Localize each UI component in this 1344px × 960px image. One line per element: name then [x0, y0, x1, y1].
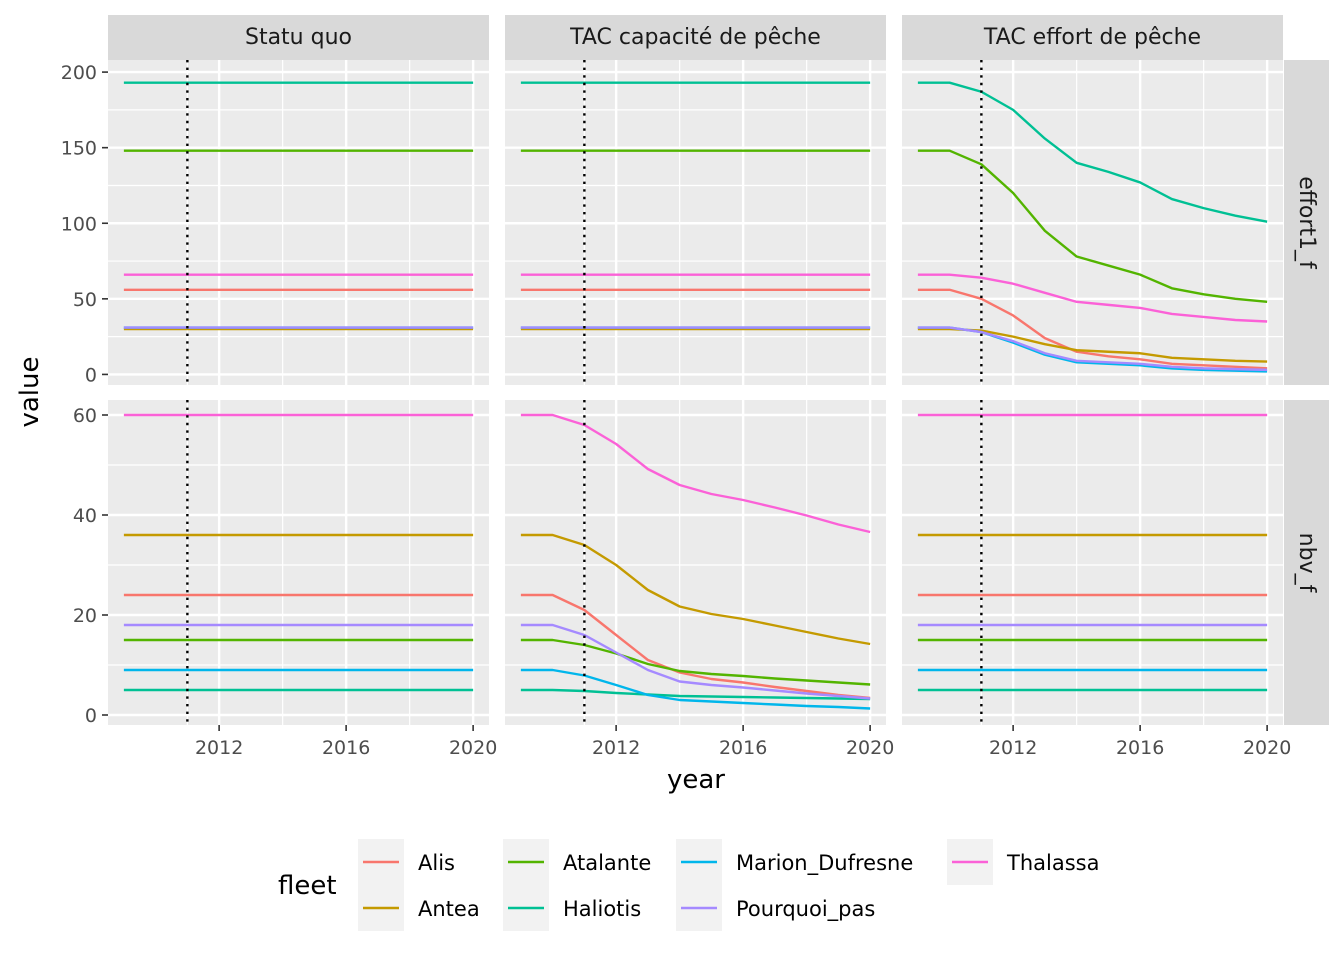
- y-axis-title: value: [15, 356, 45, 427]
- y-tick-label: 150: [61, 138, 97, 160]
- legend: fleet Alis Antea Atalante Haliotis Marion_Du…: [278, 839, 1099, 931]
- column-strip-label: Statu quo: [245, 25, 352, 50]
- series-line-thalassa: [520, 413, 871, 534]
- legend-title: fleet: [278, 871, 337, 901]
- column-strip-tac-capacit-de-p-che: [505, 15, 886, 60]
- legend-label: Antea: [418, 897, 480, 921]
- legend-label: Pourquoi_pas: [736, 897, 875, 922]
- legend-label: Atalante: [563, 851, 651, 875]
- x-tick-label: 2012: [989, 737, 1037, 759]
- y-tick-label: 100: [61, 213, 97, 235]
- series-line-haliotis: [520, 688, 871, 701]
- y-tick-label: 0: [85, 364, 97, 386]
- row-strip-label: nbv_f: [1294, 533, 1319, 594]
- panel-tac-effort-de-p-che-effort1-f: [902, 60, 1283, 385]
- row-strip-nbv-f: [1284, 400, 1329, 725]
- series-line-alis: [917, 288, 1268, 370]
- panels-group: [108, 60, 1283, 725]
- legend-label: Alis: [418, 851, 455, 875]
- legend-label: Thalassa: [1006, 851, 1099, 875]
- y-tick-label: 60: [73, 405, 97, 427]
- series-line-pourquoi-pas: [520, 623, 871, 700]
- x-tick-label: 2016: [719, 737, 767, 759]
- x-tick-label: 2020: [846, 737, 894, 759]
- x-tick-label: 2016: [322, 737, 370, 759]
- x-axis-title: year: [667, 765, 725, 795]
- y-tick-label: 40: [73, 505, 97, 527]
- series-line-antea: [520, 533, 871, 646]
- series-line-haliotis: [917, 81, 1268, 223]
- column-strip-label: TAC effort de pêche: [983, 25, 1201, 50]
- y-tick-label: 200: [61, 62, 97, 84]
- x-tick-label: 2020: [449, 737, 497, 759]
- panel-tac-capacit-de-p-che-nbv-f: [505, 400, 886, 725]
- panel-tac-capacit-de-p-che-effort1-f: [505, 60, 886, 385]
- series-line-marion-dufresne: [520, 668, 871, 710]
- column-strip-label: TAC capacité de pêche: [569, 25, 821, 50]
- panel-background: [902, 400, 1283, 725]
- panel-statu-quo-nbv-f: [108, 400, 489, 725]
- panel-background: [108, 400, 489, 725]
- panel-tac-effort-de-p-che-nbv-f: [902, 400, 1283, 725]
- column-strip-statu-quo: [108, 15, 489, 60]
- row-strip-label: effort1_f: [1294, 176, 1319, 270]
- panel-statu-quo-effort1-f: [108, 60, 489, 385]
- x-tick-label: 2012: [592, 737, 640, 759]
- x-tick-label: 2016: [1116, 737, 1164, 759]
- legend-label: Marion_Dufresne: [736, 851, 913, 876]
- y-tick-label: 50: [73, 289, 97, 311]
- y-tick-label: 0: [85, 705, 97, 727]
- series-line-alis: [520, 593, 871, 700]
- strips-group: effort1_f nbv_f Statu quo TAC capacité de p…: [108, 15, 1329, 725]
- panel-background: [505, 400, 886, 725]
- legend-label: Haliotis: [563, 897, 641, 921]
- series-line-pourquoi-pas: [917, 326, 1268, 372]
- row-strip-effort1-f: [1284, 60, 1329, 385]
- series-line-thalassa: [917, 273, 1268, 323]
- column-strip-tac-effort-de-p-che: [902, 15, 1283, 60]
- series-line-atalante: [520, 638, 871, 686]
- y-tick-label: 20: [73, 605, 97, 627]
- x-tick-label: 2012: [195, 737, 243, 759]
- series-line-atalante: [917, 149, 1268, 304]
- x-tick-label: 2020: [1243, 737, 1291, 759]
